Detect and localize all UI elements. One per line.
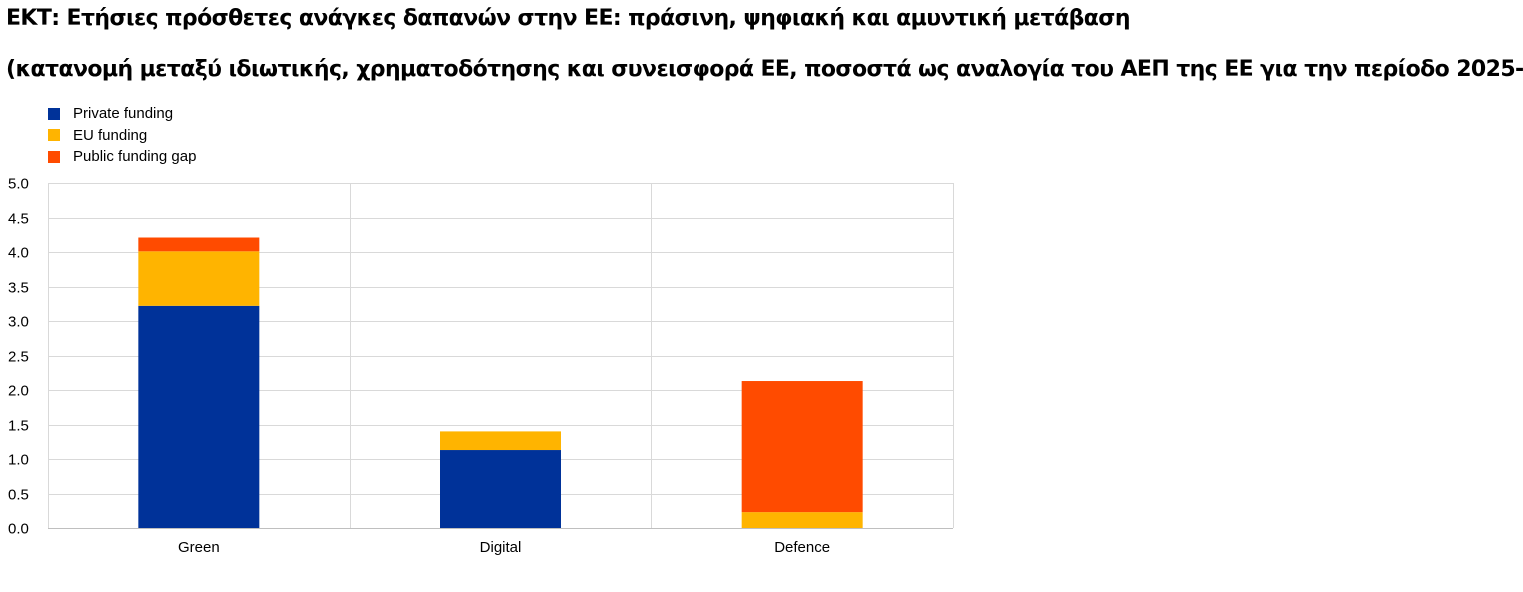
x-tick-label: Defence	[774, 539, 830, 556]
y-tick-label: 5.0	[8, 176, 29, 193]
y-tick-label: 3.0	[8, 314, 29, 331]
bar-digital-series-1	[440, 431, 561, 451]
y-tick-label: 0.5	[8, 487, 29, 504]
y-tick-label: 1.0	[8, 452, 29, 469]
bar-defence-series-1	[741, 512, 863, 528]
legend-swatch-private	[48, 107, 60, 120]
bar-defence-series-2	[741, 381, 863, 513]
y-tick-label: 4.0	[8, 245, 29, 262]
y-tick-label: 2.5	[8, 349, 29, 366]
y-tick-label: 1.5	[8, 418, 29, 435]
x-tick-label: Digital	[480, 539, 522, 556]
legend-label-public-gap: Public funding gap	[73, 148, 197, 166]
legend-label-private: Private funding	[73, 105, 174, 123]
x-tick-label: Green	[178, 539, 220, 556]
bar-green-series-0	[138, 305, 260, 528]
legend-item-eu: EU funding	[48, 125, 196, 147]
chart-subtitle: (κατανομή μεταξύ ιδιωτικής, χρηματοδότησ…	[6, 57, 1523, 82]
y-tick-label: 0.0	[8, 521, 29, 538]
legend-swatch-public-gap	[48, 150, 60, 163]
legend-item-private: Private funding	[48, 103, 196, 125]
chart-title: ΕΚΤ: Ετήσιες πρόσθετες ανάγκες δαπανών σ…	[6, 6, 1130, 31]
legend-swatch-eu	[48, 129, 60, 142]
bar-digital-series-0	[440, 450, 561, 528]
y-tick-label: 2.0	[8, 383, 29, 400]
y-tick-label: 4.5	[8, 211, 29, 228]
bar-green-series-1	[138, 251, 260, 306]
legend-item-public-gap: Public funding gap	[48, 146, 196, 168]
legend: Private funding EU funding Public fundin…	[48, 103, 196, 168]
y-tick-label: 3.5	[8, 280, 29, 297]
bar-green-series-2	[138, 237, 260, 252]
legend-label-eu: EU funding	[73, 126, 148, 144]
